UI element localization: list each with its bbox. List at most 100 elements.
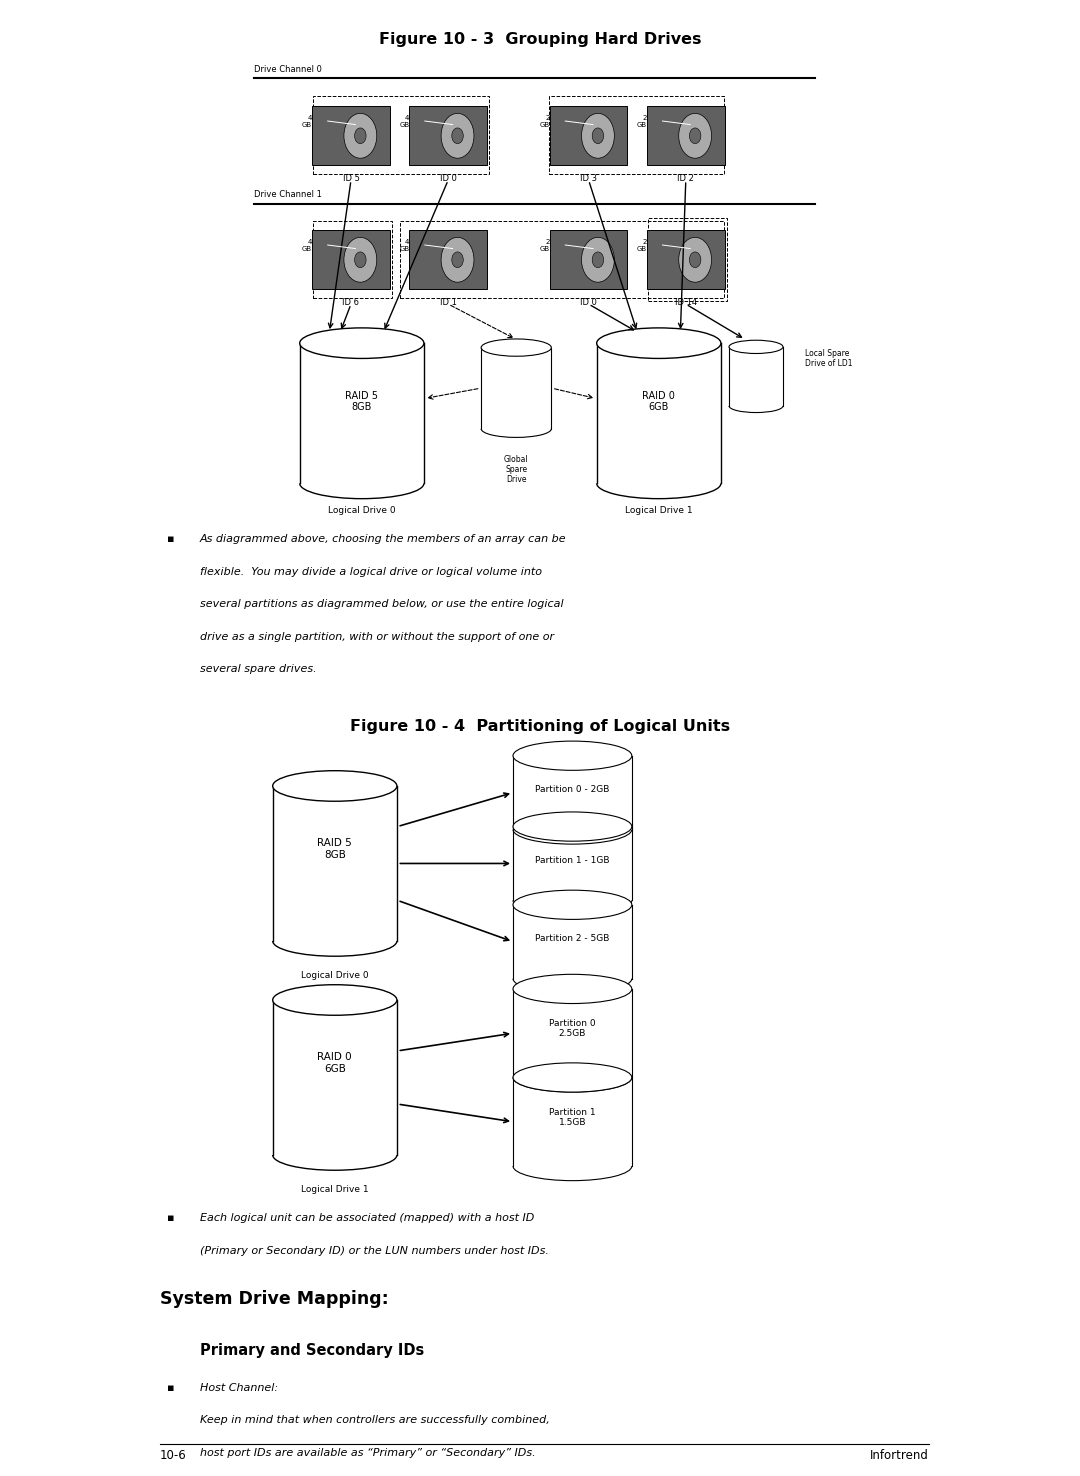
Text: Partition 0 - 2GB: Partition 0 - 2GB	[536, 785, 609, 794]
Text: 4
GB: 4 GB	[400, 239, 409, 251]
Text: ID 5: ID 5	[342, 174, 360, 183]
Text: Local Spare
Drive of LD1: Local Spare Drive of LD1	[805, 348, 852, 369]
Bar	[313, 96, 489, 174]
Circle shape	[354, 128, 366, 143]
Circle shape	[441, 238, 474, 282]
Ellipse shape	[513, 974, 632, 1004]
Circle shape	[592, 128, 604, 143]
Text: Drive Channel 1: Drive Channel 1	[254, 190, 322, 199]
Text: several partitions as diagrammed below, or use the entire logical: several partitions as diagrammed below, …	[200, 599, 564, 610]
Ellipse shape	[482, 339, 552, 356]
Text: 4
GB: 4 GB	[302, 239, 312, 251]
Ellipse shape	[513, 741, 632, 770]
Text: System Drive Mapping:: System Drive Mapping:	[160, 1290, 389, 1308]
Text: 2
GB: 2 GB	[540, 115, 550, 127]
Text: Global
Spare
Drive: Global Spare Drive	[504, 455, 528, 484]
Bar	[272, 1001, 397, 1154]
Text: RAID 5
8GB: RAID 5 8GB	[346, 391, 378, 412]
Ellipse shape	[272, 770, 397, 801]
Text: RAID 5
8GB: RAID 5 8GB	[318, 838, 352, 859]
Bar	[597, 344, 721, 484]
Circle shape	[689, 128, 701, 143]
Text: 4
GB: 4 GB	[302, 115, 312, 127]
Text: Logical Drive 1: Logical Drive 1	[625, 506, 692, 515]
Text: drive as a single partition, with or without the support of one or: drive as a single partition, with or wit…	[200, 632, 554, 642]
Text: Infortrend: Infortrend	[869, 1449, 929, 1463]
Text: Partition 1
1.5GB: Partition 1 1.5GB	[549, 1107, 596, 1128]
Text: ID 2: ID 2	[677, 174, 694, 183]
Circle shape	[581, 238, 615, 282]
FancyBboxPatch shape	[550, 230, 627, 289]
Ellipse shape	[513, 812, 632, 841]
Text: Each logical unit can be associated (mapped) with a host ID: Each logical unit can be associated (map…	[200, 1213, 535, 1224]
Ellipse shape	[596, 328, 721, 359]
Text: Host Channel:: Host Channel:	[200, 1383, 278, 1393]
FancyBboxPatch shape	[647, 230, 725, 289]
Circle shape	[581, 114, 615, 158]
Bar	[648, 218, 727, 301]
Text: ▪: ▪	[167, 1383, 175, 1393]
Text: Logical Drive 0: Logical Drive 0	[301, 971, 368, 980]
Circle shape	[354, 252, 366, 267]
Circle shape	[441, 114, 474, 158]
Circle shape	[451, 252, 463, 267]
Text: host port IDs are available as “Primary” or “Secondary” IDs.: host port IDs are available as “Primary”…	[200, 1448, 536, 1458]
Text: Logical Drive 0: Logical Drive 0	[328, 506, 395, 515]
Text: ID 1: ID 1	[440, 298, 457, 307]
Text: ID 6: ID 6	[342, 298, 360, 307]
FancyBboxPatch shape	[312, 230, 390, 289]
FancyBboxPatch shape	[647, 106, 725, 165]
Bar	[313, 221, 392, 298]
Bar	[549, 96, 724, 174]
Text: ID 0: ID 0	[440, 174, 457, 183]
Ellipse shape	[272, 984, 397, 1015]
FancyBboxPatch shape	[409, 230, 487, 289]
Circle shape	[343, 114, 377, 158]
FancyBboxPatch shape	[409, 106, 487, 165]
Ellipse shape	[513, 1063, 632, 1092]
Circle shape	[678, 114, 712, 158]
Text: Partition 0
2.5GB: Partition 0 2.5GB	[549, 1018, 596, 1039]
Text: RAID 0
6GB: RAID 0 6GB	[643, 391, 675, 412]
Text: ▪: ▪	[167, 1213, 175, 1224]
Text: 2
GB: 2 GB	[540, 239, 550, 251]
Text: 10-6: 10-6	[160, 1449, 187, 1463]
Circle shape	[678, 238, 712, 282]
Bar	[513, 1077, 632, 1166]
Text: ID 3: ID 3	[580, 174, 597, 183]
Text: Partition 1 - 1GB: Partition 1 - 1GB	[536, 856, 609, 865]
Bar	[482, 347, 551, 428]
Bar	[400, 221, 724, 298]
Text: (Primary or Secondary ID) or the LUN numbers under host IDs.: (Primary or Secondary ID) or the LUN num…	[200, 1246, 549, 1256]
FancyBboxPatch shape	[550, 106, 627, 165]
Circle shape	[689, 252, 701, 267]
Circle shape	[451, 128, 463, 143]
Bar	[513, 827, 632, 900]
Ellipse shape	[513, 890, 632, 920]
Text: 2
GB: 2 GB	[637, 115, 647, 127]
Bar	[513, 905, 632, 979]
Text: ID 0: ID 0	[580, 298, 597, 307]
Text: ▪: ▪	[167, 534, 175, 545]
Text: flexible.  You may divide a logical drive or logical volume into: flexible. You may divide a logical drive…	[200, 567, 542, 577]
Circle shape	[343, 238, 377, 282]
Bar	[300, 344, 424, 484]
Ellipse shape	[300, 328, 424, 359]
Text: 2
GB: 2 GB	[637, 239, 647, 251]
Text: Partition 2 - 5GB: Partition 2 - 5GB	[536, 934, 609, 943]
Text: Drive Channel 0: Drive Channel 0	[254, 65, 322, 74]
Text: As diagrammed above, choosing the members of an array can be: As diagrammed above, choosing the member…	[200, 534, 566, 545]
Text: Primary and Secondary IDs: Primary and Secondary IDs	[200, 1343, 424, 1358]
Text: RAID 0
6GB: RAID 0 6GB	[318, 1052, 352, 1073]
Bar	[513, 989, 632, 1077]
Text: several spare drives.: several spare drives.	[200, 664, 316, 675]
FancyBboxPatch shape	[312, 106, 390, 165]
Text: ID 14: ID 14	[675, 298, 697, 307]
Bar	[729, 347, 783, 406]
Text: Keep in mind that when controllers are successfully combined,: Keep in mind that when controllers are s…	[200, 1415, 550, 1426]
Ellipse shape	[729, 339, 783, 353]
Bar	[272, 785, 397, 942]
Text: Logical Drive 1: Logical Drive 1	[301, 1185, 368, 1194]
Circle shape	[592, 252, 604, 267]
Text: Figure 10 - 4  Partitioning of Logical Units: Figure 10 - 4 Partitioning of Logical Un…	[350, 719, 730, 734]
